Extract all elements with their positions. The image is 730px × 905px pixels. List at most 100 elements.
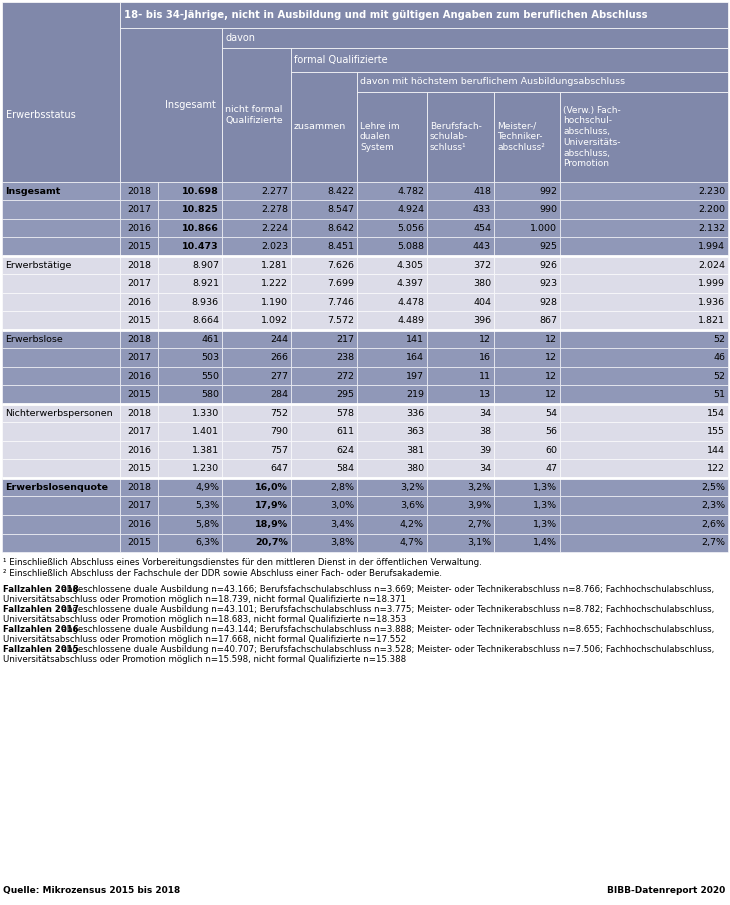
Text: 5.088: 5.088 xyxy=(397,243,424,252)
Bar xyxy=(291,219,357,237)
Text: 372: 372 xyxy=(473,261,491,270)
Text: 2.023: 2.023 xyxy=(261,243,288,252)
Bar xyxy=(427,92,494,182)
Text: 2,8%: 2,8% xyxy=(330,482,354,491)
Bar xyxy=(158,330,222,348)
Text: 2016: 2016 xyxy=(127,224,151,233)
Text: Universitätsabschluss oder Promotion möglich n=17.668, nicht formal Qualifiziert: Universitätsabschluss oder Promotion mög… xyxy=(3,635,407,644)
Bar xyxy=(560,386,728,404)
Text: 2017: 2017 xyxy=(127,353,151,362)
Bar xyxy=(2,534,120,552)
Text: 34: 34 xyxy=(479,464,491,473)
Text: 1.821: 1.821 xyxy=(698,316,725,325)
Bar xyxy=(427,534,494,552)
Bar xyxy=(427,386,494,404)
Text: 7.746: 7.746 xyxy=(327,298,354,307)
Text: 2015: 2015 xyxy=(127,243,151,252)
Bar xyxy=(427,515,494,534)
Text: Berufsfach-
schulab-
schluss¹: Berufsfach- schulab- schluss¹ xyxy=(430,122,482,152)
Bar xyxy=(357,441,427,460)
Text: Nichterwerbspersonen: Nichterwerbspersonen xyxy=(5,409,112,418)
Text: 1.999: 1.999 xyxy=(698,280,725,289)
Bar xyxy=(560,182,728,201)
Text: 2.132: 2.132 xyxy=(698,224,725,233)
Bar xyxy=(291,274,357,293)
Text: 1.994: 1.994 xyxy=(698,243,725,252)
Text: 8.936: 8.936 xyxy=(192,298,219,307)
Text: 284: 284 xyxy=(270,390,288,399)
Text: 584: 584 xyxy=(336,464,354,473)
Text: 217: 217 xyxy=(336,335,354,344)
Text: 578: 578 xyxy=(336,409,354,418)
Bar xyxy=(2,367,120,386)
Text: 1.401: 1.401 xyxy=(192,427,219,436)
Bar xyxy=(222,534,291,552)
Text: Erwerbsstatus: Erwerbsstatus xyxy=(6,110,76,120)
Bar xyxy=(560,478,728,497)
Bar xyxy=(357,311,427,330)
Bar xyxy=(291,72,357,182)
Bar xyxy=(291,48,728,72)
Text: ² Einschließlich Abschluss der Fachschule der DDR sowie Abschluss einer Fach- od: ² Einschließlich Abschluss der Fachschul… xyxy=(3,569,442,578)
Text: 2.200: 2.200 xyxy=(698,205,725,214)
Bar xyxy=(2,348,120,367)
Bar xyxy=(158,515,222,534)
Bar xyxy=(2,274,120,293)
Text: 611: 611 xyxy=(336,427,354,436)
Text: : abgeschlossene duale Ausbildung n=40.707; Berufsfachschulabschluss n=3.528; Me: : abgeschlossene duale Ausbildung n=40.7… xyxy=(56,645,715,654)
Bar xyxy=(291,256,357,274)
Bar xyxy=(2,256,120,274)
Text: 12: 12 xyxy=(545,335,557,344)
Bar xyxy=(357,497,427,515)
Text: 8.642: 8.642 xyxy=(327,224,354,233)
Bar xyxy=(158,497,222,515)
Bar xyxy=(357,219,427,237)
Bar xyxy=(357,256,427,274)
Text: 8.921: 8.921 xyxy=(192,280,219,289)
Bar xyxy=(494,219,560,237)
Text: 4,9%: 4,9% xyxy=(195,482,219,491)
Bar xyxy=(494,201,560,219)
Text: 272: 272 xyxy=(336,372,354,381)
Text: 1.330: 1.330 xyxy=(192,409,219,418)
Text: 1.092: 1.092 xyxy=(261,316,288,325)
Bar xyxy=(120,441,158,460)
Bar xyxy=(291,182,357,201)
Bar xyxy=(291,293,357,311)
Bar xyxy=(427,497,494,515)
Bar xyxy=(2,311,120,330)
Bar xyxy=(427,460,494,478)
Bar xyxy=(560,293,728,311)
Text: 336: 336 xyxy=(406,409,424,418)
Text: 380: 380 xyxy=(406,464,424,473)
Bar xyxy=(560,237,728,256)
Bar xyxy=(560,404,728,423)
Bar xyxy=(494,92,560,182)
Bar xyxy=(427,423,494,441)
Bar xyxy=(158,237,222,256)
Text: 12: 12 xyxy=(545,390,557,399)
Text: 7.572: 7.572 xyxy=(327,316,354,325)
Bar xyxy=(120,237,158,256)
Bar xyxy=(222,497,291,515)
Bar xyxy=(560,441,728,460)
Text: Lehre im
dualen
System: Lehre im dualen System xyxy=(360,122,399,152)
Bar xyxy=(494,460,560,478)
Bar xyxy=(494,423,560,441)
Bar xyxy=(560,256,728,274)
Bar xyxy=(2,219,120,237)
Bar xyxy=(158,201,222,219)
Text: 219: 219 xyxy=(406,390,424,399)
Bar xyxy=(158,348,222,367)
Bar xyxy=(120,182,158,201)
Text: 396: 396 xyxy=(473,316,491,325)
Text: 10.473: 10.473 xyxy=(182,243,219,252)
Bar xyxy=(427,441,494,460)
Bar xyxy=(222,182,291,201)
Bar xyxy=(158,274,222,293)
Text: 164: 164 xyxy=(406,353,424,362)
Text: Universitätsabschluss oder Promotion möglich n=15.598, nicht formal Qualifiziert: Universitätsabschluss oder Promotion mög… xyxy=(3,655,406,664)
Text: 1.381: 1.381 xyxy=(192,446,219,454)
Text: 3,4%: 3,4% xyxy=(330,519,354,529)
Bar xyxy=(560,274,728,293)
